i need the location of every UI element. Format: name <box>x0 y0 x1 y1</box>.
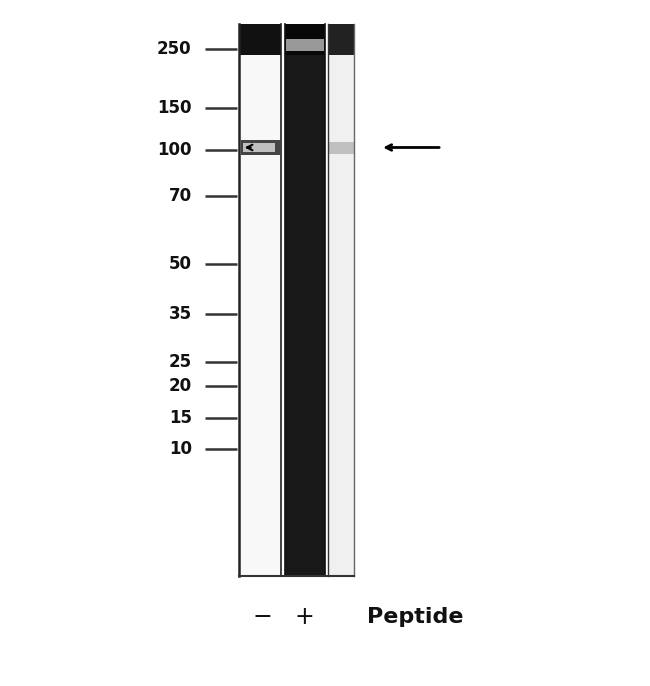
Bar <box>239 24 281 576</box>
Bar <box>285 24 325 55</box>
Text: 50: 50 <box>169 255 192 273</box>
Text: 250: 250 <box>157 40 192 58</box>
Text: 150: 150 <box>157 99 192 117</box>
Bar <box>328 24 354 55</box>
Bar <box>328 24 354 576</box>
Bar <box>285 24 325 576</box>
Bar <box>239 24 281 55</box>
Bar <box>243 143 275 152</box>
Text: +: + <box>294 606 314 629</box>
Text: 15: 15 <box>169 410 192 427</box>
Text: −: − <box>252 606 272 629</box>
Text: 70: 70 <box>168 187 192 204</box>
Text: 100: 100 <box>157 141 192 158</box>
Bar <box>286 39 324 51</box>
Text: 20: 20 <box>168 377 192 395</box>
Text: 25: 25 <box>168 353 192 371</box>
Bar <box>240 140 280 155</box>
Text: Peptide: Peptide <box>367 607 463 628</box>
Bar <box>328 142 354 154</box>
Text: 35: 35 <box>168 305 192 323</box>
Text: 10: 10 <box>169 440 192 458</box>
